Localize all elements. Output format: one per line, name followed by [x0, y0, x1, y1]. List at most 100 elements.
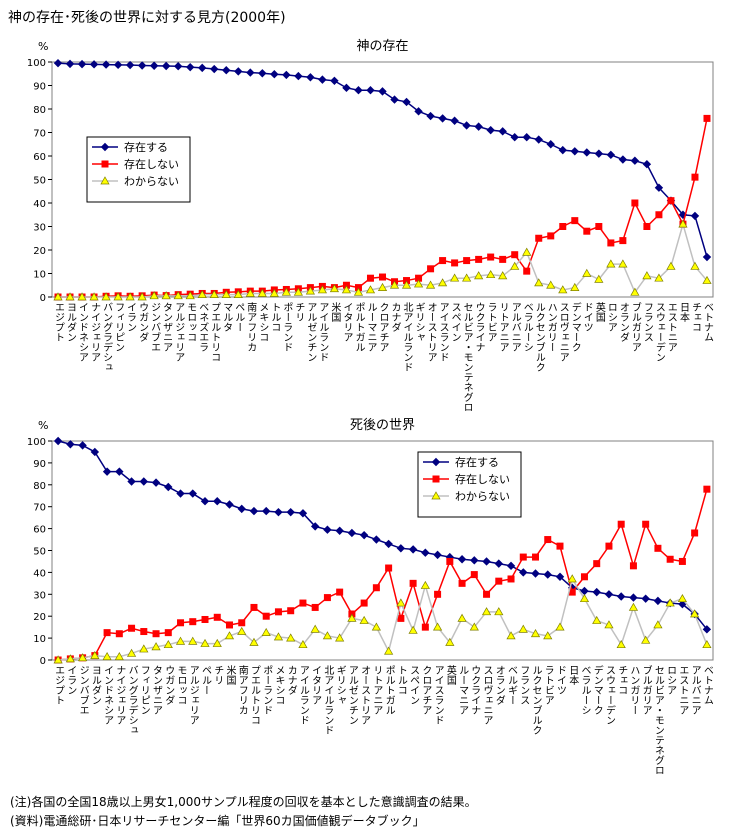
marker [592, 587, 601, 597]
marker [262, 612, 270, 620]
x-tick-label: ポーランド [281, 302, 293, 352]
marker [535, 234, 543, 242]
marker [543, 570, 552, 579]
marker [298, 639, 308, 649]
x-tick-label: イタリア [341, 302, 353, 342]
marker [372, 584, 380, 592]
y-tick-label: 10 [33, 634, 46, 645]
marker [246, 68, 255, 77]
x-tick-label: オーストリア [425, 302, 436, 362]
marker [558, 145, 567, 155]
marker [607, 239, 615, 247]
marker [201, 615, 209, 623]
legend-label: 存在する [455, 455, 499, 469]
marker [329, 284, 340, 293]
x-tick-label: フランス [518, 665, 529, 705]
marker [385, 564, 393, 572]
marker [462, 121, 471, 130]
x-tick-label: ポルトガル [383, 665, 395, 715]
marker [270, 70, 279, 79]
x-tick-label: チェコ [689, 302, 700, 332]
marker [654, 544, 662, 552]
x-tick-label: アルジェリア [173, 302, 185, 362]
marker [125, 60, 135, 70]
y-tick-label: 90 [33, 82, 46, 93]
marker [641, 635, 651, 644]
marker [510, 261, 520, 270]
y-tick-label: 0 [40, 656, 46, 667]
marker [654, 273, 664, 282]
marker [53, 436, 63, 446]
marker [128, 624, 136, 632]
marker [53, 655, 63, 664]
marker [678, 219, 688, 228]
x-tick-label: プエルトリコ [248, 665, 260, 725]
y-tick-label: 50 [33, 176, 46, 187]
x-tick-label: アイルランド [297, 665, 309, 725]
marker [366, 274, 374, 282]
marker [175, 636, 186, 645]
marker [606, 150, 616, 160]
marker [78, 441, 87, 450]
x-tick-label: 英国 [444, 664, 456, 686]
x-tick-label: ルクセンブルク [530, 665, 542, 735]
marker [311, 603, 319, 611]
marker [139, 477, 149, 486]
marker [101, 292, 111, 301]
marker [457, 613, 467, 622]
marker [457, 555, 467, 564]
y-tick-label: 30 [33, 590, 46, 601]
marker [494, 559, 503, 568]
marker [690, 261, 700, 270]
x-tick-label: セルビア・モンテネグロ [461, 302, 473, 412]
x-tick-label: アイスランド [432, 665, 444, 725]
x-tick-label: アルジェリア [187, 665, 199, 725]
marker [163, 639, 173, 649]
marker [161, 291, 171, 300]
marker [666, 555, 674, 563]
y-tick-label: 50 [33, 547, 46, 558]
marker [294, 71, 303, 81]
marker [641, 594, 650, 603]
marker [274, 608, 282, 616]
x-tick-label: オーストリア [359, 665, 370, 725]
marker [703, 485, 711, 493]
x-tick-label: ギリシャ [334, 665, 345, 705]
marker [401, 280, 412, 289]
marker [582, 268, 592, 277]
marker [287, 607, 295, 615]
legend-label: 存在しない [455, 472, 510, 486]
marker [458, 579, 466, 587]
marker [421, 623, 429, 631]
marker [570, 282, 580, 291]
x-tick-label: 南アフリカ [236, 664, 248, 715]
marker [594, 149, 604, 158]
marker [77, 292, 87, 301]
marker [690, 609, 700, 618]
marker [667, 197, 675, 205]
marker [90, 447, 100, 457]
marker [506, 631, 516, 640]
marker [629, 562, 637, 570]
marker [522, 247, 532, 256]
marker [402, 97, 411, 107]
marker [653, 596, 663, 606]
marker [115, 467, 124, 476]
marker [450, 116, 459, 125]
marker [469, 622, 479, 631]
chart-title: 神の存在 [356, 39, 408, 54]
marker [570, 147, 579, 156]
marker [347, 613, 357, 622]
marker [499, 255, 507, 263]
x-tick-label: ラトビア [485, 302, 496, 342]
marker [546, 140, 555, 149]
marker [547, 232, 555, 240]
marker [189, 618, 197, 626]
x-tick-label: クロアチア [377, 302, 388, 352]
marker [139, 644, 149, 653]
x-tick-label: モロッコ [185, 302, 196, 342]
marker [642, 520, 650, 528]
marker [544, 536, 552, 544]
marker [654, 183, 664, 192]
